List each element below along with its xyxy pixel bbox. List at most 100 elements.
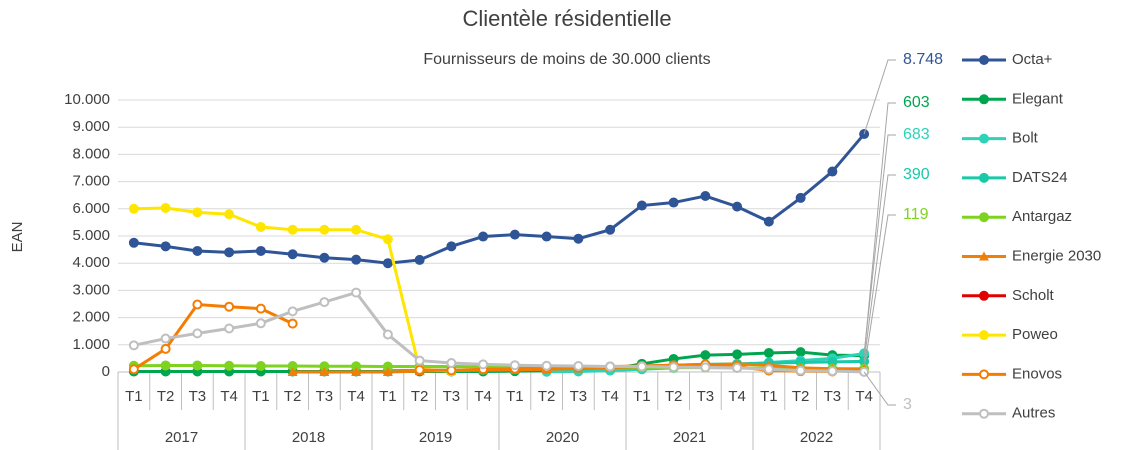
marker: [700, 362, 711, 373]
marker: [319, 297, 330, 308]
marker: [700, 191, 711, 202]
x-tick-label: T3: [443, 388, 461, 405]
legend-label: Octa+: [1012, 51, 1053, 68]
marker: [351, 367, 362, 376]
marker: [160, 360, 171, 371]
leader-line: [863, 214, 896, 369]
marker: [192, 360, 203, 371]
marker: [414, 254, 425, 265]
marker: [192, 245, 203, 256]
marker: [763, 216, 774, 227]
legend-marker: [979, 55, 989, 65]
data-label: 119: [903, 206, 929, 223]
legend-label: Elegant: [1012, 90, 1064, 107]
marker: [541, 360, 552, 371]
marker: [351, 254, 362, 265]
x-tick-label: T2: [284, 388, 302, 405]
leader-line: [863, 59, 896, 135]
marker: [224, 209, 235, 220]
marker: [192, 299, 203, 310]
x-tick-label: T3: [316, 388, 334, 405]
y-tick-label: 5.000: [72, 227, 110, 244]
marker: [446, 241, 457, 252]
marker: [382, 367, 393, 376]
data-label: 8.748: [903, 51, 943, 68]
y-axis-label: EAN: [9, 222, 26, 253]
legend-label: Bolt: [1012, 130, 1039, 147]
group-label: 2020: [546, 429, 579, 446]
marker: [700, 350, 711, 361]
marker: [255, 318, 266, 329]
x-tick-label: T2: [665, 388, 683, 405]
legend-label: Autres: [1012, 405, 1055, 422]
y-tick-label: 6.000: [72, 200, 110, 217]
x-tick-label: T2: [538, 388, 556, 405]
marker: [287, 249, 298, 260]
marker: [541, 231, 552, 242]
marker: [732, 362, 743, 373]
marker: [160, 202, 171, 213]
marker: [128, 364, 139, 375]
x-tick-label: T3: [824, 388, 842, 405]
marker: [763, 364, 774, 375]
x-tick-label: T4: [474, 388, 492, 405]
marker: [414, 355, 425, 366]
marker: [382, 329, 393, 340]
marker: [192, 328, 203, 339]
legend-marker: [979, 94, 989, 105]
marker: [224, 247, 235, 258]
y-tick-label: 1.000: [72, 336, 110, 353]
marker: [287, 224, 298, 235]
data-label: 683: [903, 126, 930, 143]
chart-title: Clientèle résidentielle: [462, 6, 671, 31]
x-tick-label: T3: [570, 388, 588, 405]
legend-marker: [979, 330, 989, 341]
series-line: [133, 302, 294, 371]
legend-marker: [979, 133, 989, 144]
legend-marker: [979, 369, 989, 380]
legend-marker: [979, 290, 989, 301]
marker: [287, 367, 298, 376]
x-tick-label: T4: [728, 388, 746, 405]
x-tick-label: T1: [760, 388, 778, 405]
marker: [668, 197, 679, 208]
legend-marker: [979, 172, 989, 183]
marker: [636, 361, 647, 372]
marker: [382, 258, 393, 269]
marker: [351, 224, 362, 235]
marker: [128, 203, 139, 214]
marker: [509, 229, 520, 240]
marker: [446, 358, 457, 369]
legend-label: Enovos: [1012, 365, 1062, 382]
group-label: 2021: [673, 429, 706, 446]
marker: [827, 166, 838, 177]
group-label: 2018: [292, 429, 325, 446]
marker: [255, 245, 266, 256]
legend-label: Energie 2030: [1012, 247, 1101, 264]
marker: [224, 301, 235, 312]
x-tick-label: T4: [220, 388, 238, 405]
legend-marker: [979, 408, 989, 419]
group-label: 2017: [165, 429, 198, 446]
marker: [382, 234, 393, 245]
y-tick-label: 3.000: [72, 281, 110, 298]
marker: [636, 200, 647, 211]
marker: [319, 224, 330, 235]
marker: [319, 367, 330, 376]
legend-label: Poweo: [1012, 326, 1058, 343]
marker: [319, 252, 330, 263]
marker: [414, 364, 425, 375]
marker: [128, 237, 139, 248]
series-line: [133, 133, 866, 265]
marker: [605, 361, 616, 372]
marker: [795, 347, 806, 358]
leader-line: [863, 134, 896, 354]
marker: [160, 333, 171, 344]
y-tick-label: 4.000: [72, 254, 110, 271]
x-tick-label: T3: [189, 388, 207, 405]
marker: [763, 347, 774, 358]
marker: [160, 241, 171, 252]
x-tick-label: T2: [157, 388, 175, 405]
y-tick-label: 7.000: [72, 173, 110, 190]
